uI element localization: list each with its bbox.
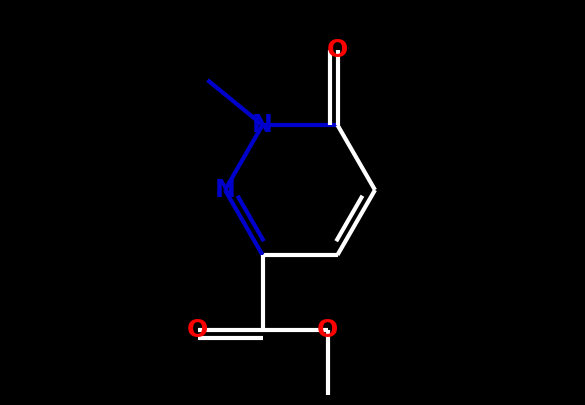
Text: N: N xyxy=(215,178,235,202)
Text: O: O xyxy=(317,318,338,342)
Text: N: N xyxy=(252,113,273,137)
Text: O: O xyxy=(327,38,348,62)
Text: O: O xyxy=(187,318,208,342)
